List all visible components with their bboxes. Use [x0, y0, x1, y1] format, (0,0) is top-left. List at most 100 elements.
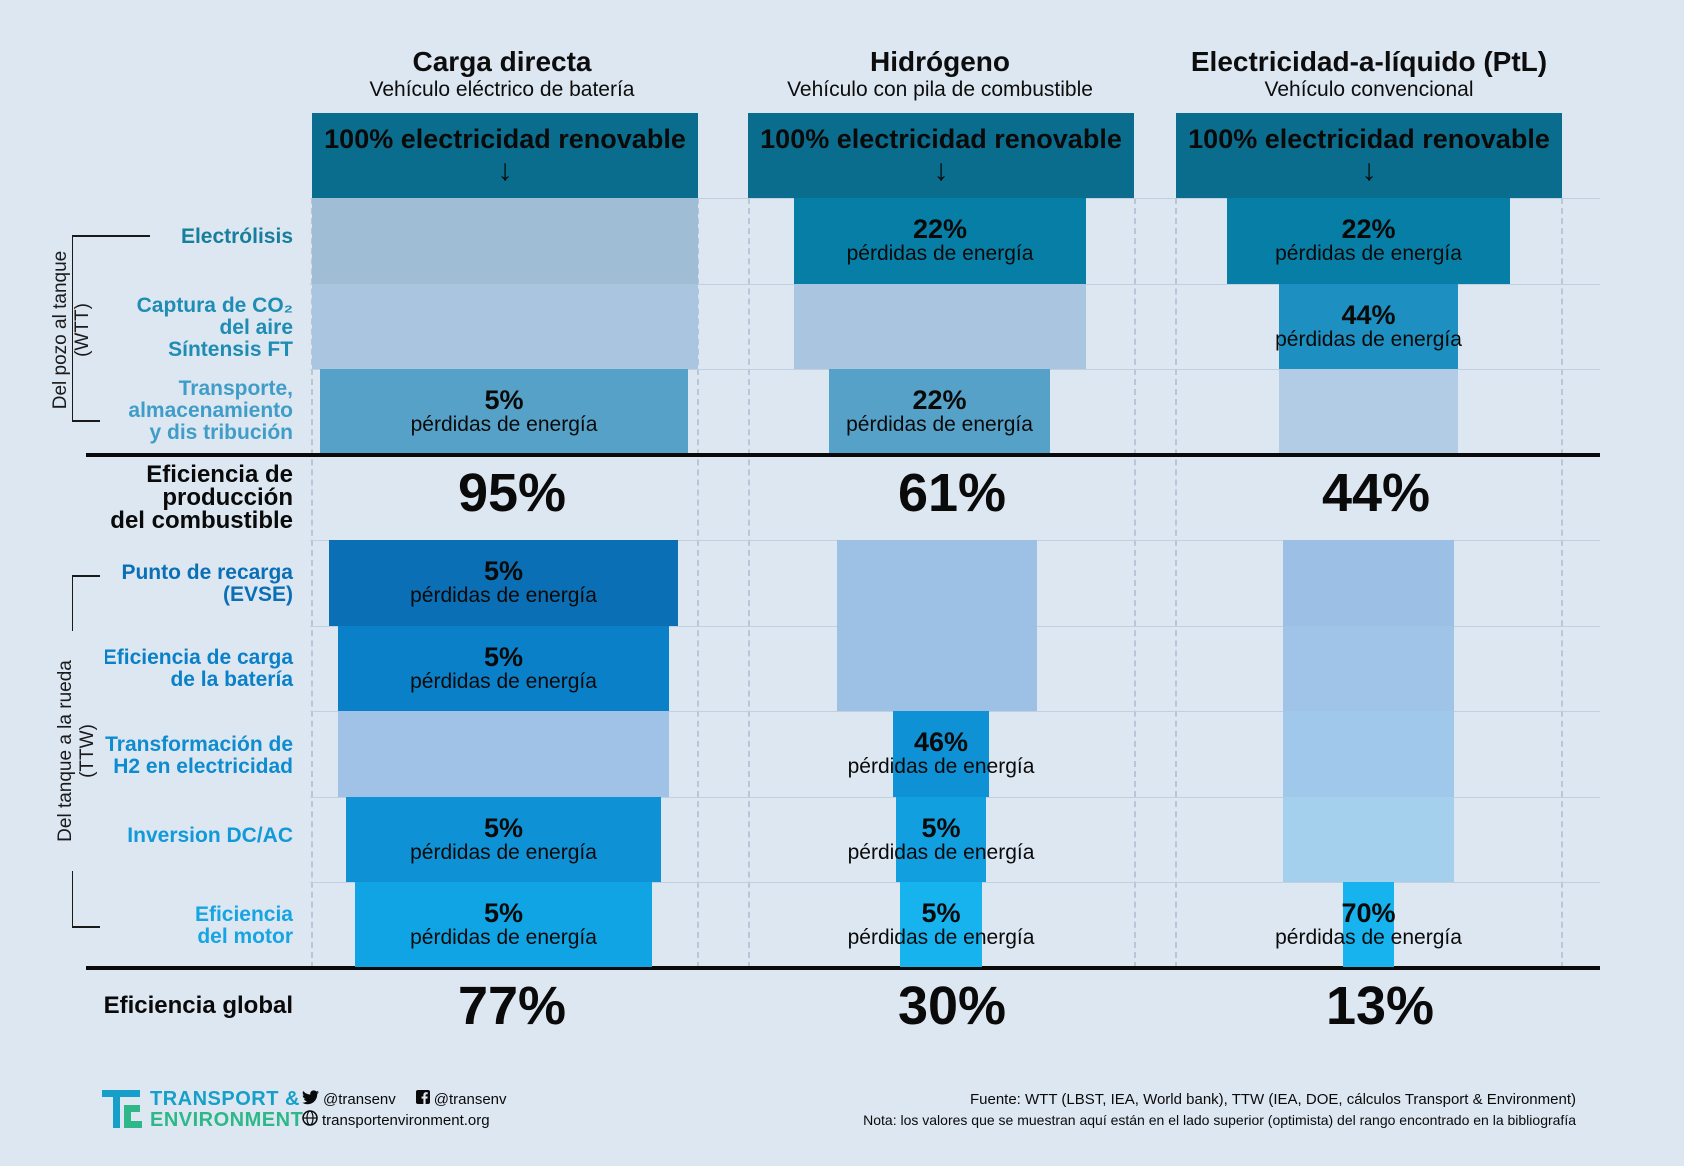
row-label-transformation: Transformación de H2 en electricidad: [105, 734, 293, 778]
loss-percent: 5%: [921, 897, 961, 928]
label-line: Eficiencia de: [146, 461, 293, 488]
bracket-tick: [72, 926, 100, 928]
te-logo[interactable]: [102, 1090, 142, 1133]
h2-capture-block: [794, 284, 1086, 369]
ptl-electrolysis-block: 22% pérdidas de energía: [1227, 198, 1510, 284]
source-label: 100% electricidad renovable: [1188, 124, 1550, 154]
loss-label: pérdidas de energía: [847, 755, 1035, 778]
loss-label: pérdidas de energía: [1275, 242, 1462, 265]
loss-label: pérdidas de energía: [1275, 925, 1462, 949]
bev-transport-block: 5% pérdidas de energía: [320, 369, 688, 454]
bev-evse-block: 5% pérdidas de energía: [329, 540, 678, 626]
guide-line: [697, 198, 699, 968]
row-label-motor: Eficiencia del motor: [195, 904, 293, 948]
label-line: del aire: [219, 316, 293, 339]
h2-evse-charging-block: [837, 540, 1037, 711]
source-note: Fuente: WTT (LBST, IEA, World bank), TTW…: [969, 1091, 1576, 1108]
loss-percent: 5%: [483, 812, 524, 843]
guide-line: [1134, 198, 1136, 968]
source-label: 100% electricidad renovable: [324, 124, 686, 154]
guide-line: [748, 198, 750, 968]
loss-label: pérdidas de energía: [410, 925, 597, 949]
h2-transport-block: 22% pérdidas de energía: [829, 369, 1050, 454]
column-header-h2: Hidrógeno Vehículo con pila de combustib…: [740, 46, 1140, 102]
row-label-electrolysis: Electrólisis: [180, 225, 293, 248]
label-line: Transformación de: [105, 733, 293, 756]
label-line: producción: [162, 484, 293, 511]
h2-transformation-block: 46% pérdidas de energía: [848, 711, 1034, 797]
label-line: Eficiencia: [194, 903, 293, 926]
guide-line: [311, 198, 313, 968]
loss-percent: 5%: [921, 812, 961, 843]
label-line: (WTT): [72, 303, 93, 357]
loss-percent: 22%: [1341, 214, 1396, 244]
row-label-charging: Eficiencia de carga de la batería: [103, 647, 293, 691]
website-url: transportenvironment.org: [322, 1112, 490, 1129]
loss-percent: 44%: [1341, 299, 1396, 330]
label-line: del motor: [197, 925, 293, 948]
ptl-charging-block: [1283, 626, 1454, 711]
te-logo-text: TRANSPORT & ENVIRONMENT: [150, 1089, 303, 1131]
bev-overall-efficiency: 77%: [457, 976, 567, 1036]
guide-line: [1561, 198, 1563, 968]
globe-icon: [302, 1110, 318, 1131]
h2-overall-efficiency: 30%: [897, 976, 1007, 1036]
loss-percent: 5%: [483, 641, 524, 672]
loss-label: pérdidas de energía: [410, 669, 597, 693]
website-link[interactable]: transportenvironment.org: [302, 1110, 490, 1131]
logo-line: ENVIRONMENT: [150, 1109, 304, 1131]
h2-inversion-block: 5% pérdidas de energía: [848, 797, 1034, 882]
row-label-evse: Punto de recarga (EVSE): [121, 562, 293, 606]
twitter-handle[interactable]: @transenv: [323, 1091, 396, 1108]
loss-label: pérdidas de energía: [410, 412, 598, 436]
te-logo-icon: [102, 1090, 142, 1128]
logo-line: TRANSPORT &: [150, 1088, 300, 1110]
source-box-ptl: 100% electricidad renovable ↓: [1176, 113, 1562, 198]
label-line: Del pozo al tanque: [50, 250, 71, 410]
label-line: Eficiencia de carga: [102, 646, 293, 669]
label-line: Transporte,: [178, 377, 293, 400]
h2-motor-block: 5% pérdidas de energía: [848, 882, 1034, 967]
column-title: Electricidad-a-líquido (PtL): [1190, 46, 1548, 77]
ptl-transport-block: [1279, 369, 1458, 454]
label-line: Síntensis FT: [168, 338, 293, 361]
ptl-inversion-block: [1283, 797, 1454, 882]
row-label-inversion: Inversion DC/AC: [127, 824, 293, 847]
bev-electrolysis-block: [312, 198, 698, 284]
label-line: Punto de recarga: [121, 561, 293, 584]
column-header-ptl: Electricidad-a-líquido (PtL) Vehículo co…: [1169, 46, 1569, 102]
label-line: almacenamiento: [128, 399, 293, 422]
column-title: Carga directa: [412, 46, 592, 77]
loss-percent: 5%: [484, 384, 524, 415]
ptl-transformation-block: [1283, 711, 1454, 797]
facebook-handle[interactable]: @transenv: [433, 1091, 507, 1108]
h2-fuel-efficiency: 61%: [897, 463, 1007, 523]
bev-charging-block: 5% pérdidas de energía: [338, 626, 669, 711]
section-rule: [86, 453, 1600, 457]
bev-transformation-block: [338, 711, 669, 797]
disclaimer-note: Nota: los valores que se muestran aquí e…: [863, 1112, 1576, 1128]
bracket-tick: [72, 575, 100, 577]
loss-label: pérdidas de energía: [410, 840, 597, 864]
label-line: de la batería: [170, 668, 293, 691]
bracket-tick: [72, 235, 150, 237]
column-title: Hidrógeno: [870, 46, 1010, 77]
ptl-overall-efficiency: 13%: [1325, 976, 1435, 1036]
label-line: y dis tribución: [149, 421, 293, 444]
ptl-motor-block: 70% pérdidas de energía: [1275, 882, 1462, 967]
label-line: del combustible: [110, 507, 293, 534]
ptl-fuel-efficiency: 44%: [1321, 463, 1431, 523]
loss-label: pérdidas de energía: [410, 584, 597, 607]
overall-efficiency-label: Eficiencia global: [103, 992, 293, 1019]
loss-label: pérdidas de energía: [1275, 327, 1462, 351]
guide-line: [1175, 198, 1177, 968]
bev-inversion-block: 5% pérdidas de energía: [346, 797, 661, 882]
label-line: Del tanque a la rueda: [55, 660, 76, 842]
h2-electrolysis-block: 22% pérdidas de energía: [794, 198, 1086, 284]
loss-percent: 46%: [913, 727, 969, 757]
source-box-bev: 100% electricidad renovable ↓: [312, 113, 698, 198]
down-arrow-icon: ↓: [497, 154, 513, 187]
ptl-capture-block: 44% pérdidas de energía: [1275, 284, 1462, 369]
social-links: @transenv @transenv: [302, 1089, 507, 1110]
row-label-transport: Transporte, almacenamiento y dis tribuci…: [128, 378, 293, 444]
